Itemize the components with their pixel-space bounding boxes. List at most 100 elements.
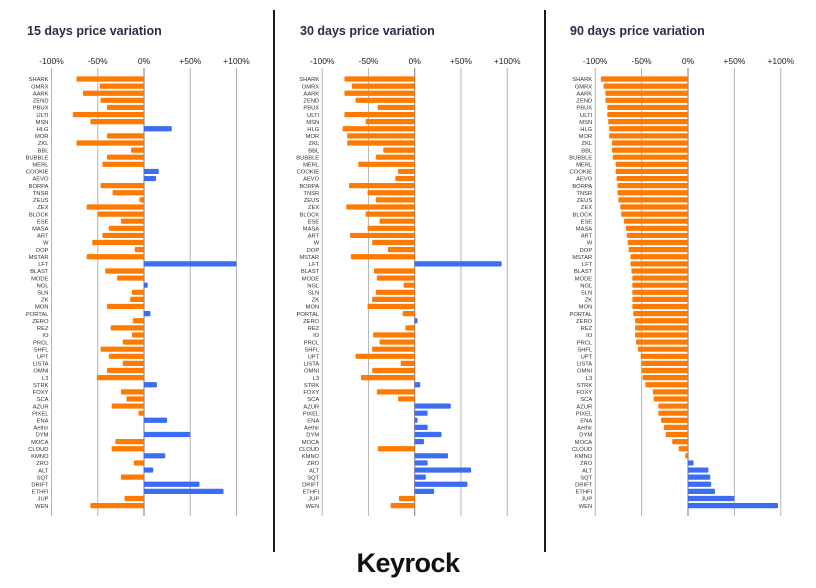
bar-zro	[414, 460, 428, 466]
bar-dop	[134, 247, 144, 253]
category-label: ZEX	[581, 205, 592, 211]
bar-merl	[615, 161, 688, 167]
category-label: CLOUD	[299, 447, 319, 453]
category-label: DRIFT	[31, 482, 49, 488]
category-label: ZEUS	[304, 198, 320, 204]
category-label: PORTAL	[570, 312, 593, 318]
category-label: PBUX	[576, 106, 592, 112]
category-label: SHARK	[29, 77, 49, 83]
category-label: WEN	[579, 504, 593, 510]
category-label: PBUX	[33, 106, 49, 112]
bar-pixel	[414, 410, 428, 416]
bar-dop	[387, 247, 415, 253]
bar-shark	[344, 76, 415, 82]
bar-dym	[144, 431, 191, 438]
x-tick-label: +100%	[494, 56, 521, 66]
category-label: WEN	[306, 504, 320, 510]
bar-mstar	[86, 254, 144, 260]
bar-kmno	[685, 453, 688, 459]
bar-bubble	[612, 154, 688, 160]
category-label: REZ	[308, 326, 320, 332]
bar-hlg	[342, 126, 415, 132]
bar-alt	[144, 467, 154, 473]
category-label: KMNO	[575, 454, 593, 460]
bar-lista	[122, 360, 144, 366]
category-label: ART	[308, 234, 320, 240]
category-label: TNSR	[576, 191, 592, 197]
bar-mstar	[350, 254, 415, 260]
category-label: ENA	[37, 418, 49, 424]
bar-strk	[144, 382, 157, 388]
category-label: NGL	[307, 283, 320, 289]
bar-blast	[631, 268, 688, 274]
bar-msn	[90, 119, 144, 125]
bar-art	[349, 232, 415, 239]
category-label: UPT	[581, 354, 593, 360]
category-label: DOP	[580, 248, 593, 254]
bar-ese	[623, 218, 688, 224]
category-label: ZKL	[309, 141, 320, 147]
bar-sln	[131, 289, 144, 295]
bar-mon	[107, 303, 144, 310]
bar-aethir	[414, 424, 428, 430]
bar-portal	[402, 311, 415, 317]
bar-rez	[635, 325, 688, 331]
bar-pbux	[607, 104, 688, 111]
category-label: SCA	[307, 397, 319, 403]
category-label: ZKL	[38, 141, 49, 147]
bar-io	[131, 332, 144, 338]
bar-rez	[110, 325, 144, 331]
bar-kmno	[144, 453, 166, 459]
category-label: ESE	[581, 219, 593, 225]
bar-aark	[344, 90, 415, 96]
category-label: MOCA	[575, 440, 593, 446]
bar-zkl	[611, 140, 688, 146]
category-label: LFT	[309, 262, 320, 268]
bar-aevo	[616, 175, 688, 182]
category-label: ZKL	[582, 141, 593, 147]
category-label: COOKIE	[297, 170, 320, 176]
bar-zend	[605, 97, 688, 103]
category-label: NGL	[37, 283, 50, 289]
category-label: SCA	[37, 397, 49, 403]
bar-masa	[625, 225, 688, 231]
category-label: SHFL	[577, 347, 593, 353]
bar-omni	[641, 367, 688, 374]
category-label: L3	[586, 376, 592, 382]
bar-pixel	[658, 410, 688, 416]
bar-cookie	[615, 168, 688, 175]
category-label: LISTA	[577, 362, 593, 368]
category-label: OMNI	[577, 369, 593, 375]
category-label: MSTAR	[299, 255, 319, 261]
category-label: BBL	[308, 148, 320, 154]
category-label: ZRO	[36, 461, 49, 467]
bar-borpa	[100, 183, 144, 189]
bar-foxy	[120, 389, 144, 395]
category-label: BBL	[38, 148, 50, 154]
category-label: SHARK	[572, 77, 592, 83]
bar-foxy	[652, 389, 688, 395]
category-label: AZUR	[303, 404, 319, 410]
category-label: WEN	[35, 504, 49, 510]
panel-divider	[273, 10, 275, 552]
category-label: ART	[37, 234, 49, 240]
bar-moca	[672, 439, 688, 445]
bar-bubble	[107, 154, 144, 160]
bar-bubble	[375, 154, 415, 160]
category-label: W	[587, 241, 593, 247]
category-label: AEVO	[32, 177, 49, 183]
category-label: PORTAL	[26, 312, 49, 318]
bar-zero	[635, 318, 688, 324]
category-label: MSN	[306, 120, 319, 126]
category-label: ZEUS	[577, 198, 593, 204]
category-label: TNSR	[303, 191, 319, 197]
bar-pbux	[107, 104, 144, 111]
category-label: CLOUD	[28, 447, 48, 453]
bar-block	[621, 211, 688, 217]
bar-shark	[600, 76, 688, 82]
category-label: MOR	[35, 134, 49, 140]
bar-zex	[86, 204, 144, 210]
bar-wen	[688, 503, 779, 509]
category-label: ULTI	[307, 113, 320, 119]
bar-ethfi	[688, 488, 715, 494]
